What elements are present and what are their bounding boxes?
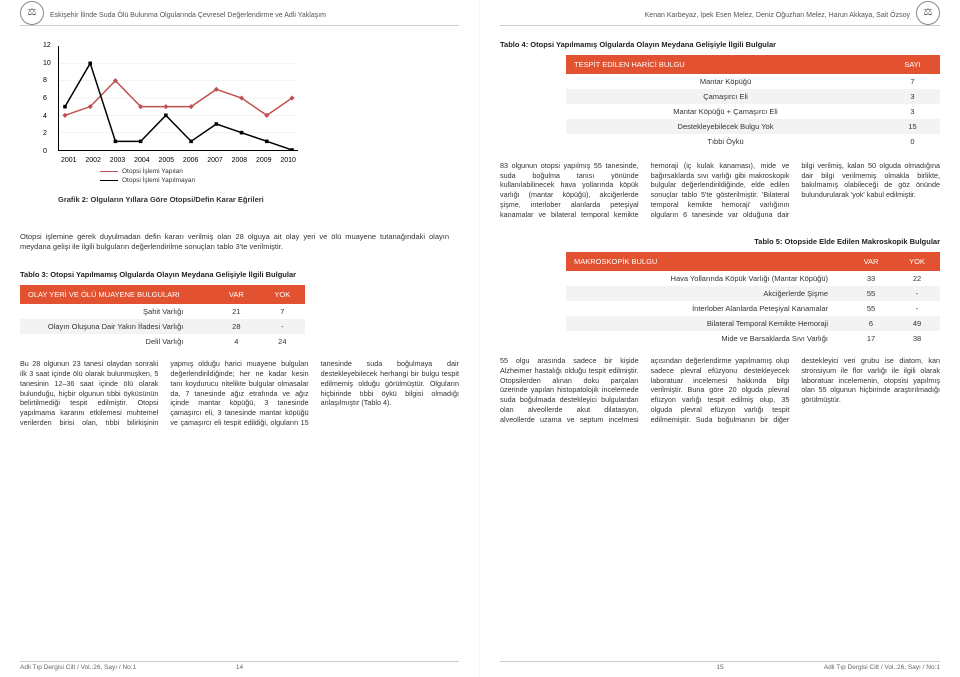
table4-caption: Tablo 4: Otopsi Yapılmamış Olgularda Ola… bbox=[500, 40, 940, 49]
chart-container: 12 10 8 6 4 2 0 bbox=[40, 46, 300, 204]
running-header-right: Kenan Karbeyaz, İpek Esen Melez, Deniz O… bbox=[500, 8, 940, 26]
table-row: Mide ve Barsaklarda Sıvı Varlığı1738 bbox=[566, 331, 940, 346]
table3-h1: VAR bbox=[213, 285, 259, 304]
page-number-right: 15 bbox=[716, 664, 723, 671]
middle-paragraph: 83 olgunun otopsi yapılmış 55 tanesinde,… bbox=[500, 161, 940, 219]
footer-right: 15 Adli Tıp Dergisi Cilt / Vol.:26, Sayı… bbox=[500, 661, 940, 671]
table3-caption: Tablo 3: Otopsi Yapılmamış Olgularda Ola… bbox=[20, 270, 459, 279]
page-number-left: 14 bbox=[236, 664, 243, 671]
table-row: Delil Varlığı424 bbox=[20, 334, 305, 349]
chart-y-axis-labels: 12 10 8 6 4 2 0 bbox=[43, 42, 51, 155]
table-row: Olayın Oluşuna Dair Yakın İfadesi Varlığ… bbox=[20, 319, 305, 334]
table-row: Mantar Köpüğü + Çamaşırcı Eli3 bbox=[566, 104, 940, 119]
lower-left-text: Bu 28 olgunun 23 tanesi olaydan sonraki … bbox=[20, 359, 459, 427]
table3: OLAY YERİ VE ÖLÜ MUAYENE BULGULARI VAR Y… bbox=[20, 285, 305, 349]
table-row: İnterlober Alanlarda Peteşiyal Kanamalar… bbox=[566, 301, 940, 316]
journal-logo-icon bbox=[20, 1, 44, 25]
table3-h0: OLAY YERİ VE ÖLÜ MUAYENE BULGULARI bbox=[20, 285, 213, 304]
table-row: Tıbbi Öykü0 bbox=[566, 134, 940, 149]
footer-left: Adli Tıp Dergisi Cilt / Vol.:26, Sayı / … bbox=[20, 661, 459, 671]
page-left: Eskişehir İlinde Suda Ölü Bulunma Olgula… bbox=[0, 0, 480, 677]
table5: MAKROSKOPİK BULGU VAR YOK Hava Yollarınd… bbox=[566, 252, 940, 346]
table-row: Akciğerlerde Şişme55- bbox=[566, 286, 940, 301]
table4-h1: SAYI bbox=[885, 55, 940, 74]
table-row: Destekleyebilecek Bulgu Yok15 bbox=[566, 119, 940, 134]
body-paragraph: Otopsi işlemine gerek duyulmadan defin k… bbox=[20, 232, 459, 252]
page-right: Kenan Karbeyaz, İpek Esen Melez, Deniz O… bbox=[480, 0, 960, 677]
footer-ref-right: Adli Tıp Dergisi Cilt / Vol.:26, Sayı / … bbox=[824, 664, 940, 671]
journal-logo-icon bbox=[916, 1, 940, 25]
table4-h0: TESPİT EDİLEN HARİCİ BULGU bbox=[566, 55, 885, 74]
table-row: Çamaşırcı Eli3 bbox=[566, 89, 940, 104]
table4: TESPİT EDİLEN HARİCİ BULGU SAYI Mantar K… bbox=[566, 55, 940, 149]
table5-h1: VAR bbox=[848, 252, 894, 271]
footer-ref-left: Adli Tıp Dergisi Cilt / Vol.:26, Sayı / … bbox=[20, 664, 136, 671]
lower-right-text: 55 olgu arasında sadece bir kişide Alzhe… bbox=[500, 356, 940, 424]
table3-h2: YOK bbox=[259, 285, 305, 304]
table5-h0: MAKROSKOPİK BULGU bbox=[566, 252, 848, 271]
chart-svg bbox=[59, 46, 298, 150]
chart-legend: Otopsi İşlemi Yapılan Otopsi İşlemi Yapı… bbox=[100, 167, 300, 185]
header-title-left: Eskişehir İlinde Suda Ölü Bulunma Olgula… bbox=[50, 12, 459, 19]
table-row: Şahit Varlığı217 bbox=[20, 304, 305, 319]
table-row: Mantar Köpüğü7 bbox=[566, 74, 940, 89]
chart-caption: Grafik 2: Olguların Yıllara Göre Otopsi/… bbox=[58, 195, 300, 204]
table-row: Bilateral Temporal Kemikte Hemoraji649 bbox=[566, 316, 940, 331]
chart-x-axis-labels: 2001 2002 2003 2004 2005 2006 2007 2008 … bbox=[59, 157, 298, 164]
line-chart: 12 10 8 6 4 2 0 bbox=[58, 46, 298, 151]
table5-h2: YOK bbox=[894, 252, 940, 271]
running-header-left: Eskişehir İlinde Suda Ölü Bulunma Olgula… bbox=[20, 8, 459, 26]
header-title-right: Kenan Karbeyaz, İpek Esen Melez, Deniz O… bbox=[500, 12, 910, 19]
table-row: Hava Yollarında Köpük Varlığı (Mantar Kö… bbox=[566, 271, 940, 286]
table5-caption: Tablo 5: Otopside Elde Edilen Makroskopi… bbox=[500, 237, 940, 246]
